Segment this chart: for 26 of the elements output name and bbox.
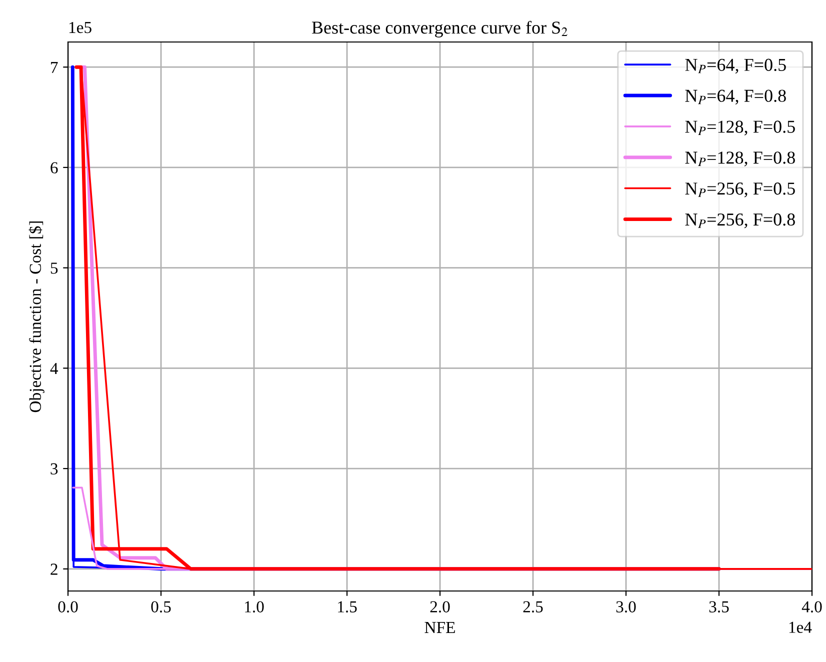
x-tick-label: 1.5: [338, 601, 357, 613]
x-tick-label: 0.5: [151, 601, 171, 613]
legend-label: N$_{P}$=64, F=0.5: [685, 58, 786, 74]
legend-label: N$_{P}$=128, F=0.5: [685, 120, 795, 136]
x-axis-title: NFE: [424, 622, 455, 633]
y-axis-title: Objective function - Cost [$]: [28, 221, 44, 412]
x-tick-label: 1.0: [245, 601, 264, 613]
y-tick-label: 5: [50, 262, 58, 274]
y-tick-label: 4: [50, 363, 58, 374]
legend-label: N$_{P}$=256, F=0.5: [685, 182, 795, 198]
x-tick-label: 0.0: [58, 601, 78, 613]
legend-label: N$_{P}$=64, F=0.8: [685, 90, 786, 105]
y-tick-label: 7: [51, 62, 58, 73]
x-tick-label: 3.5: [709, 601, 729, 613]
legend-label: N$_{P}$=256, F=0.8: [685, 213, 795, 228]
x-tick-label: 3.0: [616, 601, 636, 613]
x-tick-label: 4.0: [802, 601, 822, 613]
chart-title: Best-case convergence curve for S$_{2}$: [312, 20, 568, 38]
legend-label: N$_{P}$=128, F=0.8: [685, 152, 795, 166]
x-tick-label: 2.0: [430, 601, 450, 613]
y-tick-label: 3: [50, 463, 58, 474]
text: 1e5: [69, 22, 92, 34]
text: 1e4: [789, 622, 812, 633]
y-tick-label: 2: [50, 564, 58, 575]
y-tick-label: 6: [50, 162, 58, 174]
x-tick-label: 2.5: [523, 601, 543, 613]
